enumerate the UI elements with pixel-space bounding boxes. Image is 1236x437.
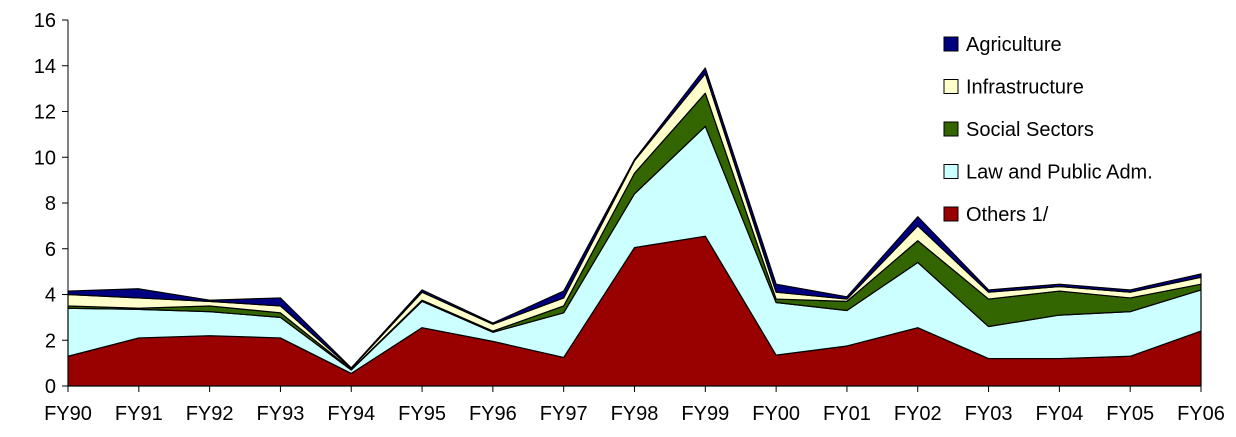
y-tick-label: 12 <box>34 102 56 124</box>
axes-group: 0 2 4 6 8 10 12 14 16 FY90 FY91 FY92 FY93 FY94 FY95 FY9… <box>34 10 1225 425</box>
area-series-group <box>67 67 1202 387</box>
y-tick-label: 4 <box>45 285 56 307</box>
area-agriculture <box>67 67 1202 369</box>
x-tick-label: FY93 <box>257 403 305 425</box>
y-tick-label: 2 <box>45 330 56 352</box>
x-tick-label: FY95 <box>398 403 446 425</box>
y-tick-label: 0 <box>45 376 56 398</box>
y-tick-label: 10 <box>34 147 56 169</box>
x-tick-label: FY04 <box>1035 403 1083 425</box>
x-tick-label: FY03 <box>965 403 1013 425</box>
legend-swatch-social-sectors <box>943 121 959 137</box>
legend-label-agriculture: Agriculture <box>966 34 1062 56</box>
legend-swatch-others-1 <box>943 206 959 222</box>
x-tick-label: FY02 <box>894 403 942 425</box>
legend-label-law-and-public-adm: Law and Public Adm. <box>966 162 1153 184</box>
x-tick-label: FY01 <box>823 403 871 425</box>
y-tick-label: 14 <box>34 56 56 78</box>
x-tick-label: FY05 <box>1106 403 1154 425</box>
y-tick-label: 16 <box>34 10 56 32</box>
legend-label-others-1: Others 1/ <box>966 204 1049 226</box>
legend-swatch-agriculture <box>943 36 959 52</box>
legend: Agriculture Infrastructure Social Sectors L… <box>943 34 1153 226</box>
legend-label-social-sectors: Social Sectors <box>966 119 1094 141</box>
x-tick-label: FY96 <box>469 403 517 425</box>
x-tick-label: FY92 <box>186 403 234 425</box>
legend-swatch-infrastructure <box>943 79 959 94</box>
x-tick-label: FY91 <box>115 403 163 425</box>
legend-swatch-law-and-public-adm <box>943 164 959 179</box>
y-tick-label: 6 <box>45 239 56 261</box>
x-tick-label: FY98 <box>611 403 659 425</box>
x-tick-label: FY97 <box>540 403 588 425</box>
y-tick-label: 8 <box>45 193 56 215</box>
x-tick-label: FY94 <box>327 403 375 425</box>
x-tick-label: FY99 <box>681 403 729 425</box>
legend-label-infrastructure: Infrastructure <box>966 77 1084 99</box>
x-tick-label: FY00 <box>752 403 800 425</box>
x-tick-label: FY90 <box>44 403 92 425</box>
x-tick-label: FY06 <box>1177 403 1225 425</box>
